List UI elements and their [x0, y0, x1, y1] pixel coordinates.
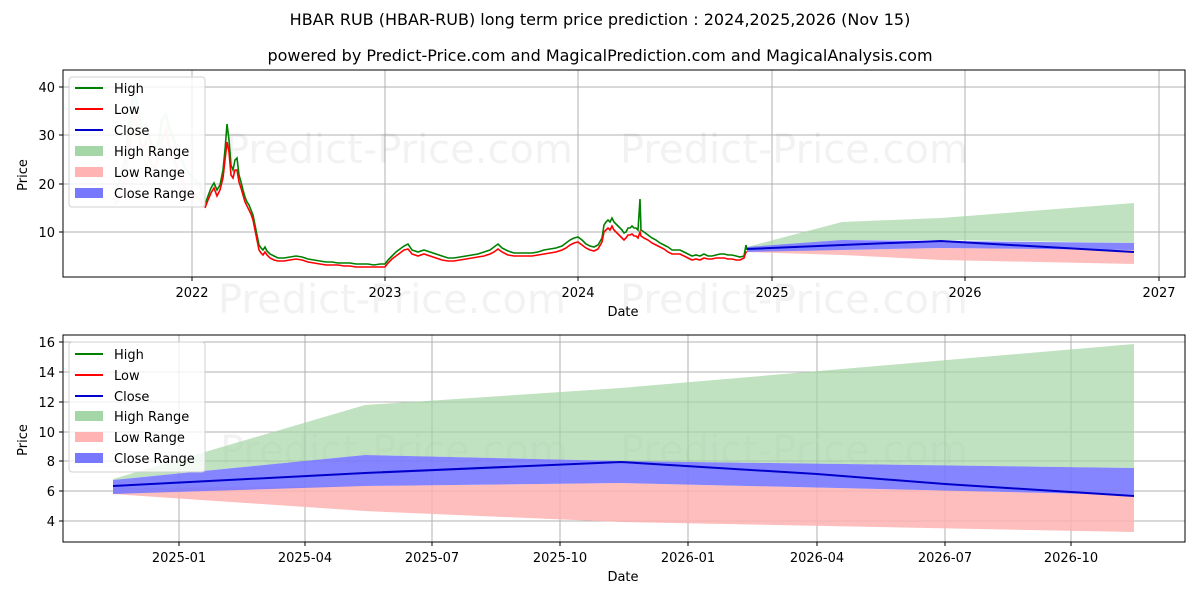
top-close-line [746, 239, 1135, 253]
legend-low-range-swatch [75, 167, 103, 177]
y-tick-label: 12 [38, 396, 55, 411]
legend-item-low: Low [114, 369, 140, 384]
legend-high-range-swatch [75, 146, 103, 156]
x-tick-label: 2024 [561, 286, 594, 301]
legend-close-range-swatch [75, 188, 103, 198]
y-tick-label: 16 [38, 336, 55, 351]
top-low-line [204, 141, 747, 268]
x-tick-label: 2025-01 [152, 551, 206, 566]
bottom-close-range [113, 455, 1134, 495]
x-tick-label: 2023 [368, 286, 401, 301]
watermark: Predict-Price.com [620, 127, 968, 173]
top-y-tick-labels: 10 20 30 40 [38, 81, 55, 241]
top-ticks [59, 86, 1160, 281]
top-x-axis-label: Date [607, 305, 638, 320]
bottom-legend: High Low Close High Range Low Range Clos… [68, 341, 206, 473]
x-tick-label: 2026-10 [1044, 551, 1098, 566]
x-tick-label: 2026 [948, 286, 981, 301]
bottom-high-range [113, 344, 1134, 480]
legend-item-high-range: High Range [114, 410, 189, 425]
legend-close-range-swatch [75, 453, 103, 463]
legend-item-close: Close [114, 390, 149, 405]
y-tick-label: 8 [47, 455, 55, 470]
bottom-close-line [112, 460, 1135, 497]
x-tick-label: 2025-10 [533, 551, 587, 566]
y-tick-label: 10 [38, 426, 55, 441]
top-high-range [747, 203, 1134, 248]
x-tick-label: 2026-01 [661, 551, 715, 566]
bottom-y-tick-labels: 4 6 8 10 12 14 16 [38, 336, 55, 530]
watermark: Predict-Price.com [218, 277, 566, 323]
y-tick-label: 10 [38, 226, 55, 241]
legend-low-range-swatch [75, 432, 103, 442]
chart-subtitle: powered by Predict-Price.com and Magical… [267, 46, 933, 65]
top-axes-frame [62, 69, 1186, 278]
legend-high-range-swatch [75, 411, 103, 421]
top-close-range [747, 240, 1134, 252]
legend-item-low: Low [114, 103, 140, 118]
chart-title: HBAR RUB (HBAR-RUB) long term price pred… [289, 10, 911, 29]
bottom-ticks [59, 341, 1072, 546]
legend-item-close-range: Close Range [114, 452, 195, 467]
bottom-y-axis-label: Price [16, 424, 31, 456]
x-tick-label: 2025-07 [405, 551, 459, 566]
y-tick-label: 40 [38, 81, 55, 96]
legend-item-close: Close [114, 124, 149, 139]
top-high-line [204, 123, 748, 266]
bottom-axes-frame [62, 334, 1186, 543]
bottom-chart: Predict-Price.com Predict-Price.com [16, 334, 1186, 585]
legend-item-high: High [114, 348, 144, 363]
top-low-range [747, 248, 1134, 264]
y-tick-label: 14 [38, 366, 55, 381]
top-x-tick-labels: 2022 2023 2024 2025 2026 2027 [175, 286, 1175, 301]
x-tick-label: 2025-04 [278, 551, 332, 566]
watermark: Predict-Price.com [620, 277, 968, 323]
legend-item-low-range: Low Range [114, 431, 185, 446]
y-tick-label: 20 [38, 178, 55, 193]
y-tick-label: 6 [47, 485, 55, 500]
top-chart: Predict-Price.com Predict-Price.com Pred… [16, 69, 1186, 323]
legend-item-high-range: High Range [114, 145, 189, 160]
legend-item-close-range: Close Range [114, 187, 195, 202]
x-tick-label: 2026-04 [790, 551, 844, 566]
x-tick-label: 2025 [755, 286, 788, 301]
bottom-low-range [113, 483, 1134, 532]
top-y-axis-label: Price [16, 159, 31, 191]
bottom-x-tick-labels: 2025-01 2025-04 2025-07 2025-10 2026-01 … [152, 551, 1098, 566]
bottom-x-axis-label: Date [607, 570, 638, 585]
legend-item-low-range: Low Range [114, 166, 185, 181]
y-tick-label: 30 [38, 129, 55, 144]
x-tick-label: 2026-07 [918, 551, 972, 566]
top-legend: High Low Close High Range Low Range Clos… [68, 76, 206, 208]
legend-item-high: High [114, 82, 144, 97]
x-tick-label: 2027 [1142, 286, 1175, 301]
watermark: Predict-Price.com [225, 127, 573, 173]
y-tick-label: 4 [47, 515, 55, 530]
x-tick-label: 2022 [175, 286, 208, 301]
